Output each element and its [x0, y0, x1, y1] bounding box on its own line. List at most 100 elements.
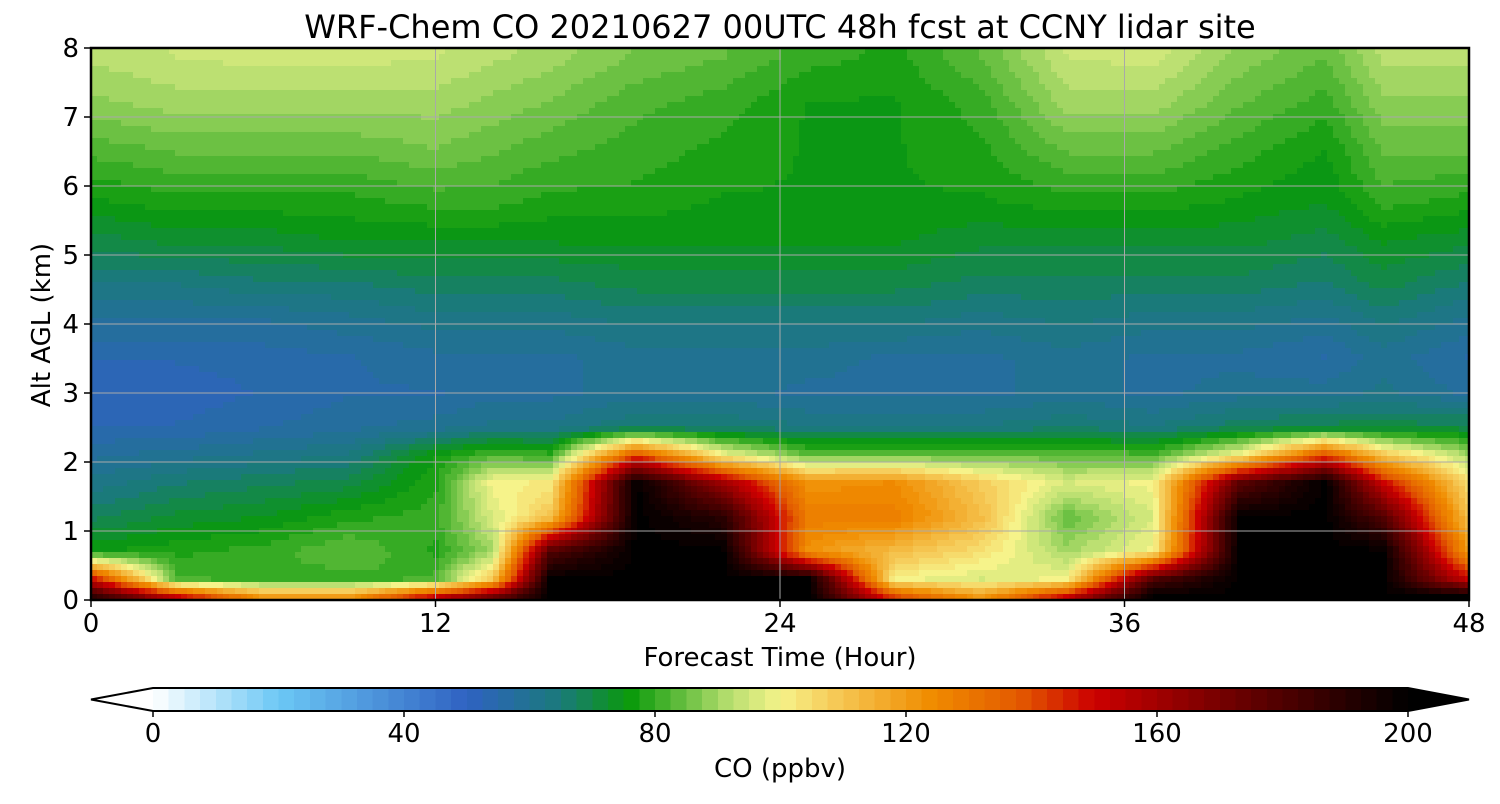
heatmap-cell: [127, 240, 134, 247]
heatmap-cell: [349, 360, 356, 367]
heatmap-cell: [235, 120, 242, 127]
heatmap-cell: [187, 570, 194, 577]
heatmap-cell: [349, 372, 356, 379]
heatmap-cell: [109, 258, 116, 265]
heatmap-cell: [217, 276, 224, 283]
heatmap-cell: [229, 198, 236, 205]
heatmap-cell: [361, 522, 368, 529]
heatmap-cell: [163, 66, 170, 73]
heatmap-cell: [115, 66, 122, 73]
heatmap-cell: [163, 90, 170, 97]
heatmap-cell: [373, 222, 380, 229]
heatmap-cell: [145, 378, 152, 385]
heatmap-cell: [301, 522, 308, 529]
heatmap-cell: [169, 318, 176, 325]
heatmap-cell: [373, 192, 380, 199]
heatmap-cell: [319, 438, 326, 445]
heatmap-cell: [151, 162, 158, 169]
heatmap-cell: [277, 294, 284, 301]
heatmap-cell: [385, 102, 392, 109]
heatmap-cell: [337, 150, 344, 157]
heatmap-cell: [253, 360, 260, 367]
heatmap-cell: [223, 408, 230, 415]
heatmap-cell: [391, 228, 398, 235]
heatmap-cell: [247, 186, 254, 193]
heatmap-cell: [127, 144, 134, 151]
heatmap-cell: [373, 570, 380, 577]
heatmap-cell: [109, 360, 116, 367]
heatmap-cell: [367, 492, 374, 499]
heatmap-cell: [301, 186, 308, 193]
heatmap-cell: [139, 594, 146, 601]
heatmap-cell: [331, 594, 338, 601]
heatmap-cell: [355, 168, 362, 175]
heatmap-cell: [295, 246, 302, 253]
heatmap-cell: [133, 48, 140, 55]
heatmap-cell: [355, 138, 362, 145]
heatmap-cell: [385, 510, 392, 517]
heatmap-cell: [265, 504, 272, 511]
heatmap-cell: [133, 174, 140, 181]
heatmap-cell: [97, 372, 104, 379]
heatmap-cell: [103, 108, 110, 115]
heatmap-cell: [361, 546, 368, 553]
heatmap-cell: [325, 246, 332, 253]
heatmap-cell: [145, 144, 152, 151]
heatmap-cell: [397, 324, 404, 331]
heatmap-cell: [139, 120, 146, 127]
heatmap-cell: [325, 456, 332, 463]
heatmap-cell: [91, 174, 98, 181]
heatmap-cell: [265, 54, 272, 61]
heatmap-cell: [337, 330, 344, 337]
heatmap-cell: [409, 66, 416, 73]
heatmap-cell: [361, 150, 368, 157]
heatmap-cell: [97, 66, 104, 73]
heatmap-cell: [271, 432, 278, 439]
heatmap-cell: [235, 306, 242, 313]
heatmap-cell: [145, 474, 152, 481]
heatmap-cell: [271, 450, 278, 457]
heatmap-cell: [277, 552, 284, 559]
heatmap-cell: [253, 558, 260, 565]
heatmap-cell: [133, 342, 140, 349]
heatmap-cell: [133, 504, 140, 511]
heatmap-cell: [313, 234, 320, 241]
heatmap-cell: [301, 420, 308, 427]
heatmap-cell: [343, 138, 350, 145]
heatmap-cell: [235, 162, 242, 169]
heatmap-cell: [361, 66, 368, 73]
heatmap-cell: [169, 246, 176, 253]
heatmap-cell: [349, 48, 356, 55]
heatmap-cell: [283, 288, 290, 295]
heatmap-cell: [247, 576, 254, 583]
heatmap-cell: [409, 174, 416, 181]
heatmap-cell: [253, 216, 260, 223]
heatmap-cell: [133, 330, 140, 337]
heatmap-cell: [301, 384, 308, 391]
heatmap-cell: [295, 558, 302, 565]
heatmap-cell: [109, 156, 116, 163]
heatmap-cell: [217, 438, 224, 445]
heatmap-cell: [91, 456, 98, 463]
heatmap-cell: [355, 150, 362, 157]
heatmap-cell: [307, 264, 314, 271]
heatmap-cell: [403, 276, 410, 283]
heatmap-cell: [175, 276, 182, 283]
heatmap-cell: [157, 354, 164, 361]
heatmap-cell: [259, 330, 266, 337]
heatmap-cell: [391, 324, 398, 331]
heatmap-cell: [181, 456, 188, 463]
heatmap-cell: [109, 174, 116, 181]
heatmap-cell: [229, 228, 236, 235]
heatmap-cell: [385, 126, 392, 133]
heatmap-cell: [289, 396, 296, 403]
heatmap-cell: [283, 444, 290, 451]
heatmap-cell: [115, 558, 122, 565]
heatmap-cell: [109, 420, 116, 427]
heatmap-cell: [133, 444, 140, 451]
heatmap-cell: [223, 546, 230, 553]
heatmap-cell: [397, 282, 404, 289]
heatmap-cell: [361, 192, 368, 199]
heatmap-cell: [109, 222, 116, 229]
heatmap-cell: [205, 234, 212, 241]
